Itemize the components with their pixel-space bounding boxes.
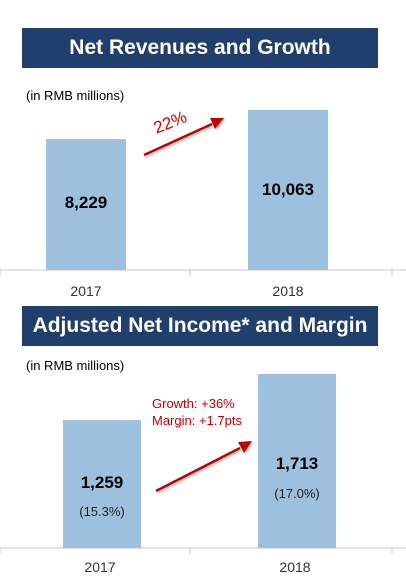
data-label-income-2017: 1,259 (81, 473, 124, 492)
growth-annotation-income: Growth: +36% (152, 396, 235, 411)
margin-label-2017: (15.3%) (79, 504, 125, 519)
unit-note-revenue: (in RMB millions) (26, 88, 125, 103)
bar-revenue-2018 (248, 110, 328, 270)
unit-note-income: (in RMB millions) (26, 358, 125, 373)
bar-revenue-2017 (46, 139, 126, 270)
category-label-2018: 2018 (272, 283, 303, 299)
growth-arrow-revenue (143, 118, 224, 157)
margin-annotation-income: Margin: +1.7pts (152, 413, 242, 428)
category-label-2017: 2017 (70, 283, 101, 299)
data-label-income-2018: 1,713 (276, 454, 319, 473)
category-label-2018: 2018 (279, 559, 310, 575)
bar-income-2017 (63, 420, 141, 548)
category-label-2017: 2017 (84, 559, 115, 575)
margin-label-2018: (17.0%) (274, 486, 320, 501)
growth-annotation-revenue: 22% (151, 107, 190, 137)
chart-title-income: Adjusted Net Income* and Margin (22, 306, 378, 346)
growth-arrow-income (155, 441, 252, 493)
data-label-revenue-2017: 8,229 (65, 193, 108, 212)
bar-income-2018 (258, 374, 336, 548)
chart-title-revenue: Net Revenues and Growth (22, 28, 378, 68)
data-label-revenue-2018: 10,063 (262, 180, 314, 199)
